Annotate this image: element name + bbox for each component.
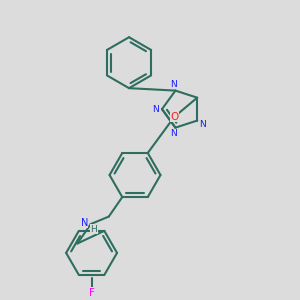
Text: O: O — [170, 112, 178, 122]
Text: F: F — [88, 288, 94, 298]
Text: N: N — [170, 80, 177, 89]
Text: N: N — [81, 218, 88, 227]
Text: H: H — [91, 225, 97, 234]
Text: N: N — [170, 129, 177, 138]
Text: N: N — [199, 120, 206, 129]
Text: N: N — [152, 105, 159, 114]
